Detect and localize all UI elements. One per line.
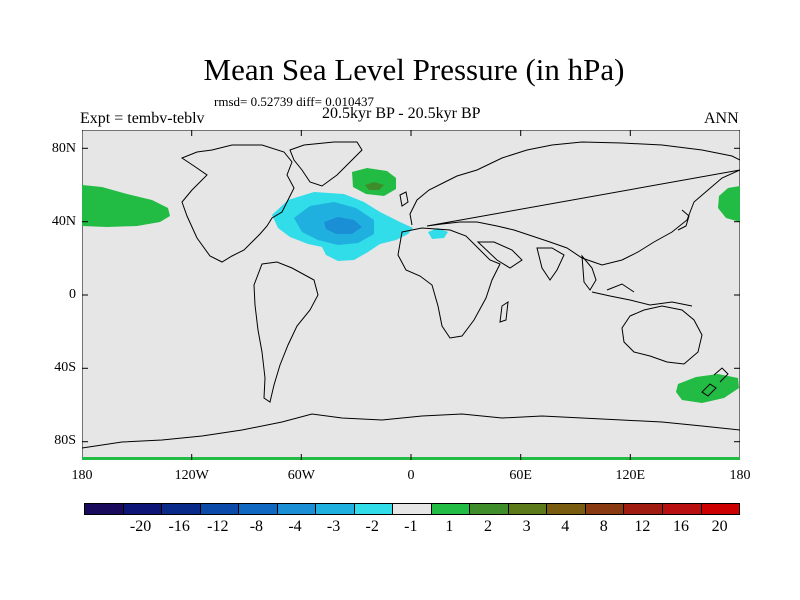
colorbar-swatch	[661, 503, 701, 515]
colorbar-label: 1	[445, 518, 454, 535]
colorbar-swatch	[315, 503, 354, 515]
arabia-coast	[476, 241, 523, 269]
colorbar-swatch	[122, 503, 162, 515]
colorbar-label: 2	[484, 518, 492, 535]
lon-tick-label: 180	[71, 468, 93, 483]
lat-tick-label: 0	[69, 287, 76, 302]
colorbar-label: -1	[404, 518, 418, 535]
colorbar-label: -20	[129, 518, 152, 535]
greenland-coast	[289, 141, 363, 187]
anomaly-fields	[82, 168, 740, 460]
madagascar-coast	[499, 300, 509, 323]
experiment-label: Expt = tembv-teblv	[80, 110, 205, 127]
north-pacific-west-high	[82, 185, 170, 227]
colorbar-swatch	[507, 503, 547, 515]
indonesia-coast	[591, 283, 693, 307]
period-label: 20.5kyr BP - 20.5kyr BP	[322, 105, 481, 122]
colorbar-label: -16	[168, 518, 190, 535]
iceland-high-core	[365, 182, 384, 190]
colorbar	[84, 503, 741, 515]
new-zealand-coast	[701, 367, 729, 397]
lon-tick-label: 60W	[287, 468, 315, 483]
coastlines	[82, 141, 740, 449]
north-atlantic-low-core	[324, 217, 362, 234]
colorbar-swatch	[469, 503, 508, 515]
colorbar-label: 4	[561, 518, 570, 535]
lon-tick-label: 120W	[174, 468, 209, 483]
colorbar-swatch	[84, 503, 123, 515]
colorbar-label: -4	[288, 518, 302, 535]
pressure-map	[82, 130, 740, 460]
map-background	[82, 130, 740, 460]
colorbar-swatch	[700, 503, 741, 515]
lat-tick-label: 80N	[51, 141, 76, 156]
south-america-coast	[253, 261, 319, 403]
australia-coast	[621, 305, 703, 365]
colorbar-label: -8	[249, 518, 264, 535]
colorbar-swatch	[161, 503, 200, 515]
north-america-coast	[180, 144, 295, 263]
map-title: Mean Sea Level Pressure (in hPa)	[203, 52, 625, 87]
southeast-asia-coast	[581, 254, 597, 291]
colorbar-swatch	[623, 503, 662, 515]
colorbar-swatch	[392, 503, 431, 515]
colorbar-label: 20	[711, 518, 728, 535]
lat-tick-label: 40N	[51, 214, 76, 229]
colorbar-label: 16	[673, 518, 689, 535]
mediterranean-low	[428, 228, 448, 239]
colorbar-swatch	[199, 503, 239, 515]
colorbar-label: 12	[634, 518, 651, 535]
japan-coast	[677, 209, 690, 231]
colorbar-swatch	[353, 503, 393, 515]
colorbar-label: -12	[207, 518, 229, 535]
colorbar-swatch	[238, 503, 277, 515]
colorbar-swatch	[546, 503, 585, 515]
colorbar-swatch	[276, 503, 316, 515]
colorbar-label: 3	[522, 518, 531, 535]
lat-tick-label: 80S	[54, 433, 76, 448]
new-zealand-high	[676, 374, 739, 403]
lon-tick-label: 60E	[509, 468, 532, 483]
colorbar-swatch	[430, 503, 470, 515]
antarctica-coast	[82, 413, 740, 449]
colorbar-label: -2	[365, 518, 379, 535]
india-coast	[536, 247, 565, 281]
colorbar-swatch	[584, 503, 624, 515]
lon-tick-label: 120E	[615, 468, 646, 483]
stats-label: rmsd= 0.52739 diff= 0.010437	[214, 94, 374, 109]
colorbar-label: -3	[326, 518, 341, 535]
lon-tick-label: 180	[729, 468, 751, 483]
colorbar-label: 8	[599, 518, 608, 535]
north-pacific-east-high	[718, 186, 740, 222]
british-isles-coast	[399, 191, 409, 207]
africa-coast	[397, 227, 501, 339]
season-label: ANN	[704, 110, 739, 127]
axis-ticks	[82, 130, 740, 460]
lat-tick-label: 40S	[54, 360, 76, 375]
lon-tick-label: 0	[407, 468, 415, 483]
